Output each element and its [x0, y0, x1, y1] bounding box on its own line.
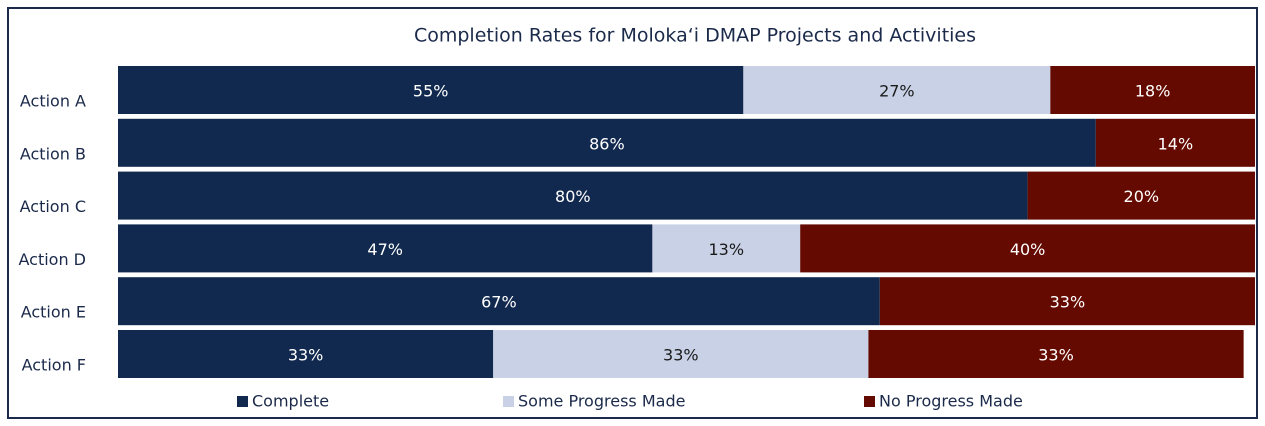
data-label: 18%	[1135, 82, 1171, 101]
data-label: 80%	[555, 187, 591, 206]
y-tick-label: Action E	[21, 303, 86, 322]
bar-segment	[118, 171, 1028, 220]
legend-swatch	[503, 396, 514, 407]
legend-label: No Progress Made	[879, 392, 1023, 411]
data-label: 33%	[1050, 293, 1086, 312]
data-label: 86%	[589, 134, 625, 153]
legend-label: Complete	[252, 392, 329, 411]
legend-swatch	[864, 396, 875, 407]
bar-segment	[743, 66, 1051, 114]
bar-segment	[652, 224, 801, 273]
bar-segment	[879, 277, 1255, 326]
y-tick-label: Action C	[20, 197, 86, 216]
data-label: 14%	[1158, 134, 1194, 153]
bar-segment	[1050, 66, 1255, 114]
data-label: 33%	[663, 346, 699, 365]
data-label: 33%	[1038, 346, 1074, 365]
bar-segment	[118, 330, 494, 378]
bar-segment	[868, 330, 1244, 378]
data-label: 55%	[413, 82, 449, 101]
chart-title: Completion Rates for Moloka‘i DMAP Proje…	[414, 25, 976, 47]
bar-segment	[493, 330, 869, 378]
y-tick-label: Action F	[22, 356, 86, 375]
data-label: 20%	[1124, 187, 1160, 206]
y-tick-label: Action A	[20, 92, 86, 111]
bar-segment	[118, 224, 653, 273]
bar-segment	[118, 66, 744, 114]
data-label: 13%	[709, 240, 745, 259]
bar-segment	[118, 118, 1096, 167]
legend-swatch	[237, 396, 248, 407]
data-label: 67%	[481, 293, 517, 312]
bar-segment	[800, 224, 1255, 273]
data-label: 40%	[1010, 240, 1046, 259]
data-label: 33%	[288, 346, 324, 365]
bar-segment	[1027, 171, 1255, 220]
bar-segment	[1095, 118, 1255, 167]
y-tick-label: Action D	[18, 250, 86, 269]
legend-label: Some Progress Made	[518, 392, 685, 411]
data-label: 27%	[879, 82, 915, 101]
data-label: 47%	[367, 240, 403, 259]
bar-segment	[118, 277, 880, 326]
y-tick-label: Action B	[20, 144, 86, 163]
